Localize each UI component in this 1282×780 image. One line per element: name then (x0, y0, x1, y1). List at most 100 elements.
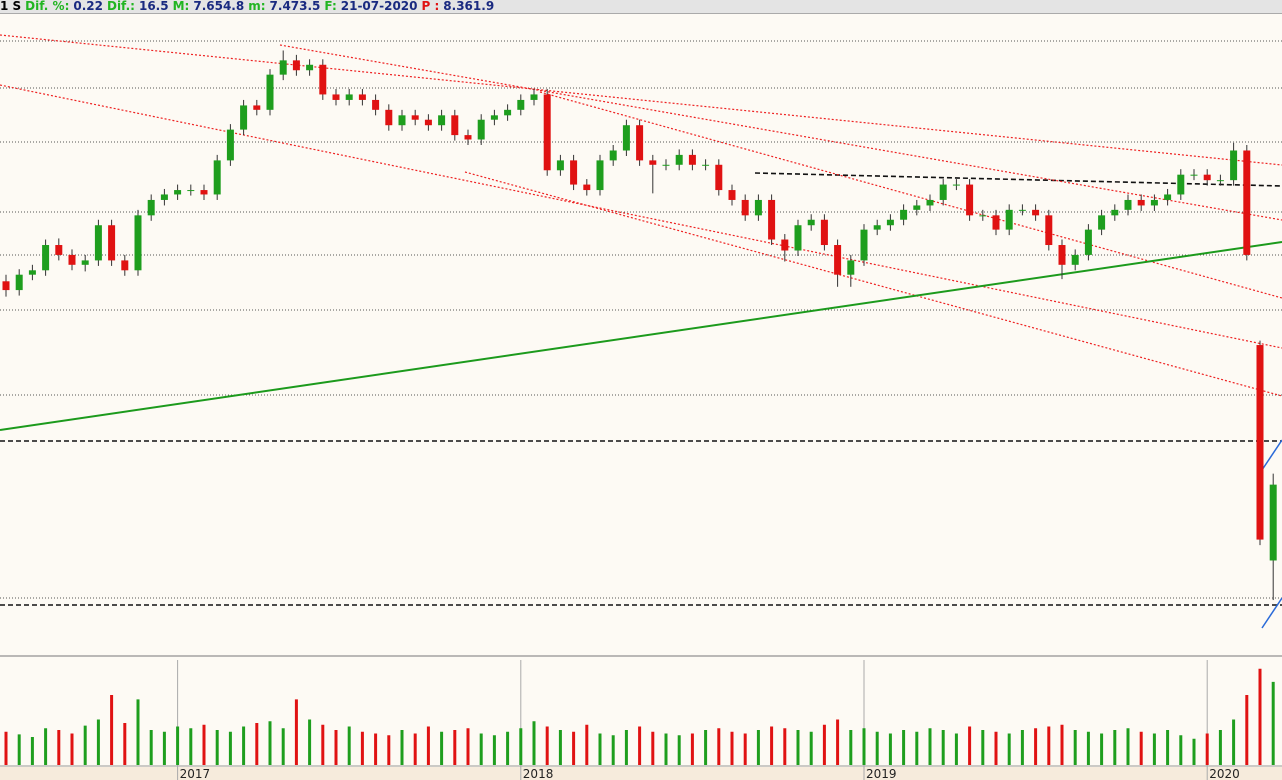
candle-body (886, 219, 894, 226)
candle-body (108, 225, 116, 261)
candle-body (1045, 215, 1053, 246)
candle-body (543, 94, 551, 171)
channel-line (1261, 439, 1282, 471)
volume-bar (189, 728, 193, 765)
volume-bar (506, 731, 510, 765)
volume-bar (572, 731, 576, 765)
candle-body (768, 199, 776, 240)
candle-body (1216, 180, 1224, 182)
volume-bar (281, 728, 285, 765)
volume-bar (1020, 730, 1024, 765)
support-line (0, 241, 1282, 431)
candle-body (952, 184, 960, 186)
candle-body (477, 119, 485, 140)
candle-body (913, 205, 921, 210)
volume-bar (981, 730, 985, 765)
volume-bar (30, 737, 34, 765)
header-label: Dif. %: (25, 0, 70, 13)
volume-bar (519, 728, 523, 765)
candle-body (873, 225, 881, 230)
header-bar: 1 S Dif. %: 0.22 Dif.: 16.5 M: 7.654.8 m: 7.473.… (0, 0, 1282, 14)
volume-bar (83, 725, 87, 765)
candle-body (979, 215, 987, 217)
volume-bar (809, 731, 813, 765)
candle-body (28, 270, 36, 275)
candle-body (1032, 209, 1040, 216)
candle-body (2, 281, 10, 291)
candle-body (675, 154, 683, 165)
volume-bar (1179, 735, 1183, 765)
volume-bar (862, 728, 866, 765)
candle-body (966, 184, 974, 216)
volume-bar (96, 719, 100, 765)
header-value: 21-07-2020 (340, 0, 418, 13)
volume-bar (888, 733, 892, 765)
candle-body (702, 164, 710, 166)
decorations (0, 14, 1282, 780)
x-tick-label: 2019 (866, 767, 897, 780)
volume-bar (360, 731, 364, 765)
volume-bar (783, 728, 787, 765)
volume-bar (1271, 681, 1275, 765)
channel-line (1261, 597, 1282, 629)
levels (0, 40, 1282, 599)
volume-bar (228, 731, 232, 765)
candle-body (570, 160, 578, 185)
candle-body (319, 64, 327, 95)
candle-body (596, 160, 604, 191)
volume-bar (492, 735, 496, 765)
candle-body (1256, 345, 1264, 540)
volume-bar (730, 731, 734, 765)
volume-bar (387, 735, 391, 765)
trend-lines (0, 34, 1282, 397)
candle-body (1058, 245, 1066, 265)
header-value: 7.473.5 (269, 0, 321, 13)
candle-body (622, 125, 630, 151)
volume-bar (453, 730, 457, 765)
volume-bar (268, 721, 272, 765)
trend-line (0, 34, 1282, 166)
x-tick-label: 2018 (523, 767, 554, 780)
volume-bar (440, 731, 444, 765)
candle-body (530, 94, 538, 100)
volume-bar (321, 724, 325, 765)
volume-bar (215, 730, 219, 765)
candle-body (42, 245, 50, 271)
candle-body (279, 60, 287, 75)
candle-body (55, 245, 63, 255)
candle-body (372, 99, 380, 110)
candle-body (1124, 199, 1132, 210)
volume-bar (308, 719, 312, 765)
volume-bar (545, 726, 549, 765)
x-tick-label: 2017 (180, 767, 211, 780)
candle-body (1111, 209, 1119, 216)
candle-body (517, 99, 525, 110)
candle-body (1071, 254, 1079, 265)
candle-body (1243, 150, 1251, 255)
header-label: F: (324, 0, 337, 13)
header-value: 7.654.8 (193, 0, 245, 13)
candle-body (926, 199, 934, 206)
candle-body (556, 160, 564, 171)
volume-bar (585, 724, 589, 765)
volume-bar (928, 728, 932, 765)
volume-bar (638, 726, 642, 765)
candle-body (121, 260, 129, 271)
trend-line (464, 171, 1282, 397)
volume-bar (1139, 731, 1143, 765)
volume-bar (902, 730, 906, 765)
volume-bar (611, 735, 615, 765)
header-label: M: (172, 0, 190, 13)
volume-bar (822, 724, 826, 765)
candle-body (15, 274, 23, 291)
header-label: P : (421, 0, 440, 13)
candle-body (385, 109, 393, 126)
candle-body (834, 245, 842, 275)
volume-bar (954, 733, 958, 765)
candle-body (424, 119, 432, 126)
candle-body (292, 60, 300, 71)
candle-body (583, 184, 591, 191)
volume-bar (558, 730, 562, 765)
candle-body (174, 190, 182, 195)
